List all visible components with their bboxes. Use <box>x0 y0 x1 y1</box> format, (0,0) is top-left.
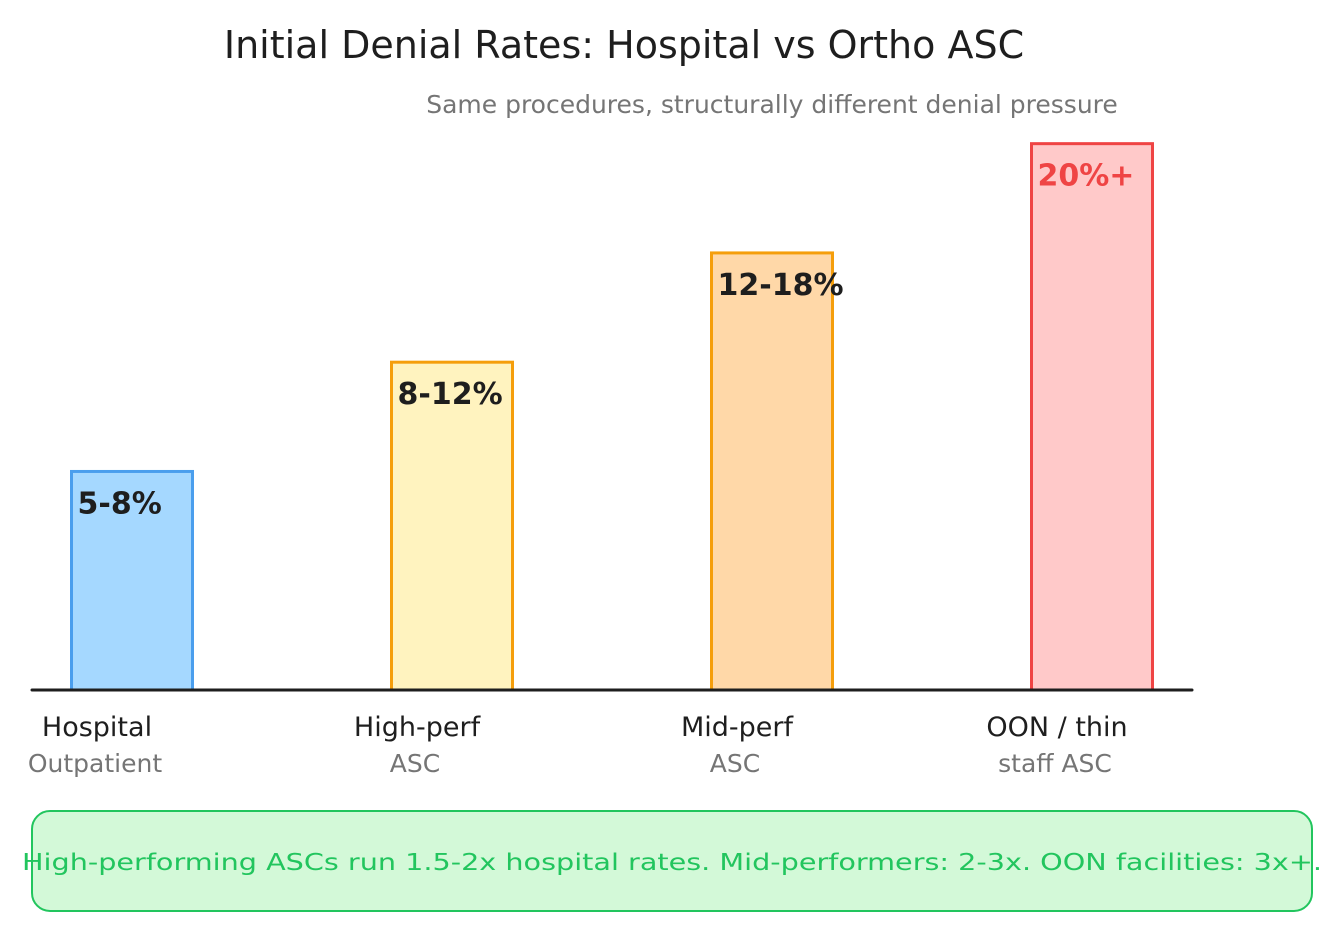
category-sublabel-2: ASC <box>390 749 440 778</box>
category-label-4: OON / thin <box>986 712 1127 743</box>
category-label-2: High-perf <box>354 712 482 743</box>
category-labels-group: Hospital Outpatient High-perf ASC Mid-perf AS… <box>28 712 1128 778</box>
chart-title: Initial Denial Rates: Hospital vs Ortho … <box>224 23 1024 67</box>
category-label-3: Mid-perf <box>681 712 795 743</box>
category-label-1: Hospital <box>42 712 152 743</box>
bar-3 <box>710 251 834 692</box>
bar-1 <box>70 469 194 692</box>
category-sublabel-1: Outpatient <box>28 749 162 778</box>
data-label-1: 5-8% <box>78 486 162 521</box>
note-text: High-performing ASCs run 1.5-2x hospital… <box>22 848 1322 876</box>
bars-group <box>70 142 1154 692</box>
note-box: High-performing ASCs run 1.5-2x hospital… <box>22 810 1322 912</box>
category-sublabel-3: ASC <box>710 749 760 778</box>
chart-subtitle: Same procedures, structurally different … <box>426 90 1118 119</box>
data-label-2: 8-12% <box>398 377 503 412</box>
category-sublabel-4: staff ASC <box>998 749 1112 778</box>
note-box-background <box>31 810 1313 912</box>
bar-4 <box>1030 142 1154 692</box>
bar-2 <box>390 360 514 692</box>
data-label-3: 12-18% <box>718 268 844 303</box>
data-labels-group: 5-8% 8-12% 12-18% 20%+ <box>78 159 1135 522</box>
data-label-4: 20%+ <box>1038 159 1135 194</box>
